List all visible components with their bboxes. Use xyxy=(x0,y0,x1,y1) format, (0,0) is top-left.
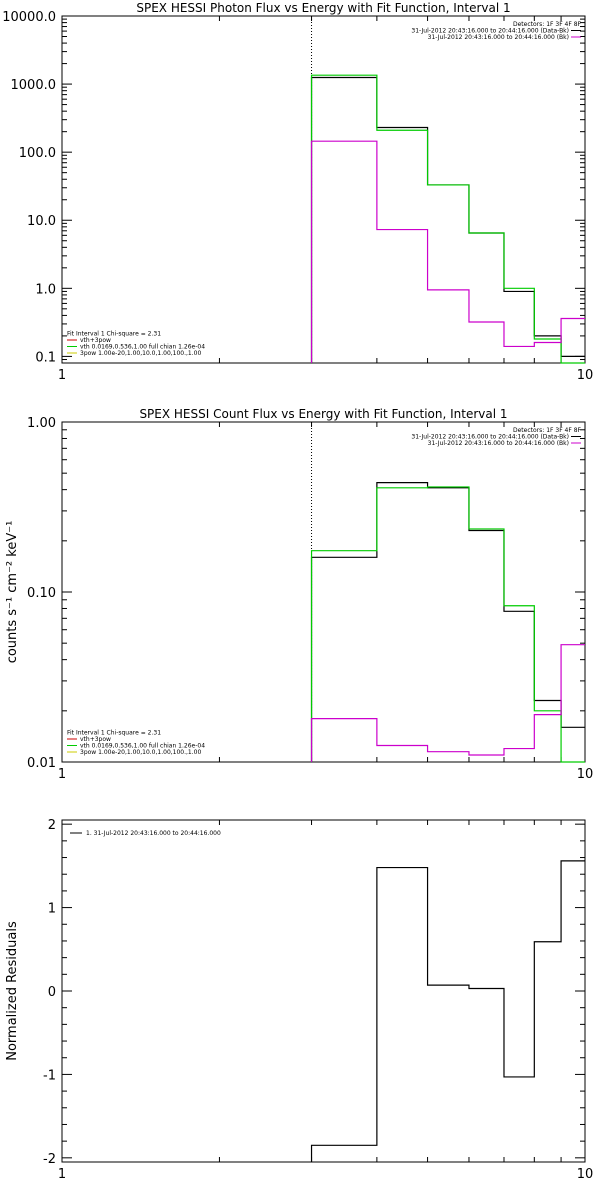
legend-entry: vth 0.0169,0.536,1.00 full chian 1.26e-0… xyxy=(80,743,205,750)
y-tick-label: -2 xyxy=(43,1152,56,1167)
x-tick-label: 1 xyxy=(58,767,66,782)
y-tick-label: 1.0 xyxy=(35,282,56,297)
chart-title-2: SPEX HESSI Count Flux vs Energy with Fit… xyxy=(139,407,507,421)
y-tick-label: 1 xyxy=(48,902,56,917)
legend-entry: vth+3pow xyxy=(80,736,111,743)
x-tick-label: 10 xyxy=(577,368,594,383)
legend-entry: vth+3pow xyxy=(80,337,111,344)
chart-title-1: SPEX HESSI Photon Flux vs Energy with Fi… xyxy=(136,1,510,15)
x-tick-label: 1 xyxy=(58,1167,66,1182)
y-tick-label: 0.10 xyxy=(27,586,56,601)
y-axis-label: Normalized Residuals xyxy=(5,921,20,1061)
plot-frame-3 xyxy=(61,819,586,1163)
series-line-2-2 xyxy=(310,486,585,763)
legend-entry: 31-Jul-2012 20:43:16.000 to 20:44:16.000… xyxy=(411,28,569,35)
legend-entry: 3pow 1.00e-20,1.00,10.0,1.00,100.,1.00 xyxy=(80,749,201,756)
y-tick-label: -1 xyxy=(43,1068,56,1083)
y-axis-label: counts s⁻¹ cm⁻² keV⁻¹ xyxy=(5,521,20,664)
legend-entry: vth 0.0169,0.536,1.00 full chian 1.26e-0… xyxy=(80,344,205,351)
series-line-1-1 xyxy=(310,76,585,363)
y-tick-label: 10.0 xyxy=(27,214,56,229)
series-line-2-1 xyxy=(310,482,585,762)
y-tick-label: 0.1 xyxy=(35,350,56,365)
legend-entry: Fit Interval 1 Chi-square = 2.31 xyxy=(67,331,161,338)
y-tick-label: 10000.0 xyxy=(2,10,56,25)
y-tick-label: 100.0 xyxy=(19,146,56,161)
plot-frame-2 xyxy=(61,421,586,763)
y-tick-label: 2 xyxy=(48,818,56,833)
legend-entry: 31-Jul-2012 20:43:16.000 to 20:44:16.000… xyxy=(428,34,569,41)
x-tick-label: 10 xyxy=(577,1167,594,1182)
y-tick-label: 0.01 xyxy=(27,756,56,771)
x-tick-label: 1 xyxy=(58,368,66,383)
series-line-2-3 xyxy=(310,644,585,762)
series-line-3-1 xyxy=(310,860,585,1162)
legend-entry: 31-Jul-2012 20:43:16.000 to 20:44:16.000… xyxy=(428,440,569,447)
legend-entry: 31-Jul-2012 20:43:16.000 to 20:44:16.000… xyxy=(411,434,569,441)
legend-entry: 3pow 1.00e-20,1.00,10.0,1.00,100.,1.00 xyxy=(80,350,201,357)
legend-entry: Fit Interval 1 Chi-square = 2.31 xyxy=(67,730,161,737)
series-line-1-2 xyxy=(310,74,585,364)
y-tick-label: 1.00 xyxy=(27,416,56,431)
y-tick-label: 0 xyxy=(48,985,56,1000)
legend-entry: Detectors: 1F 3F 4F 8F xyxy=(513,427,582,434)
series-line-1-3 xyxy=(310,140,585,363)
plot-frame-1 xyxy=(61,15,586,364)
legend-entry: 1. 31-Jul-2012 20:43:16.000 to 20:44:16.… xyxy=(86,830,221,837)
x-tick-label: 10 xyxy=(577,767,594,782)
legend-entry: Detectors: 1F 3F 4F 8F xyxy=(513,21,582,28)
y-tick-label: 1000.0 xyxy=(11,78,57,93)
